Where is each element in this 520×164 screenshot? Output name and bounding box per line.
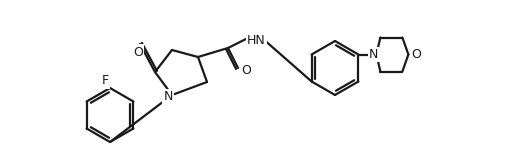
Text: N: N (163, 91, 173, 103)
Text: O: O (241, 63, 251, 76)
Text: O: O (133, 45, 143, 59)
Text: HN: HN (246, 33, 265, 47)
Text: F: F (101, 74, 109, 88)
Text: N: N (369, 48, 378, 61)
Text: O: O (411, 48, 421, 61)
